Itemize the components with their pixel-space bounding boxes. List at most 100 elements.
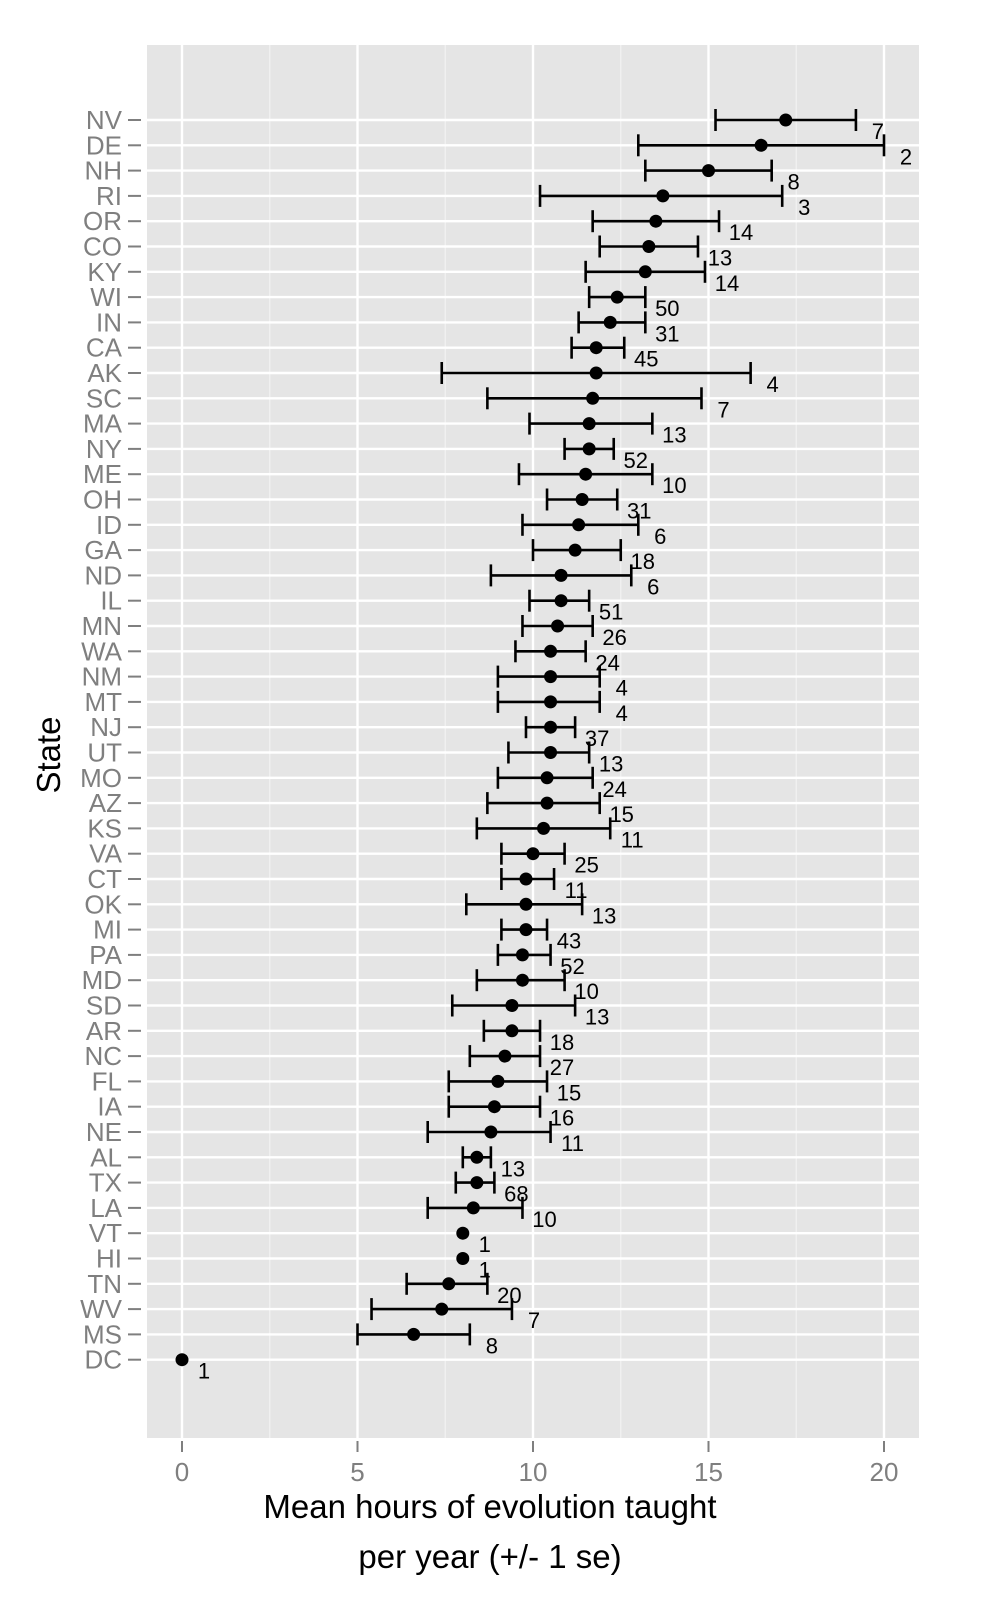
- x-tick-label: 15: [694, 1457, 723, 1487]
- y-tick-label-ca: CA: [86, 333, 123, 363]
- n-label-mi: 43: [557, 929, 581, 954]
- y-tick-label-al: AL: [90, 1142, 122, 1172]
- data-point-nj: [544, 720, 558, 734]
- data-point-nh: [702, 164, 715, 178]
- n-label-ks: 11: [621, 827, 644, 852]
- n-label-id: 6: [654, 524, 666, 549]
- n-label-ms: 8: [486, 1333, 498, 1358]
- y-tick-label-ok: OK: [84, 889, 122, 919]
- n-label-md: 10: [574, 979, 598, 1004]
- y-tick-label-de: DE: [86, 130, 122, 160]
- n-label-nj: 37: [585, 726, 609, 751]
- y-axis-ticks: NVDENHRIORCOKYWIINCAAKSCMANYMEOHIDGANDIL…: [80, 105, 141, 1375]
- y-tick-label-nd: ND: [84, 560, 122, 590]
- y-tick-label-wv: WV: [80, 1294, 123, 1324]
- data-point-ia: [487, 1100, 501, 1114]
- data-point-ar: [505, 1024, 519, 1038]
- data-point-id: [572, 518, 586, 532]
- y-tick-label-mo: MO: [80, 763, 122, 793]
- n-label-ne: 11: [561, 1131, 584, 1156]
- data-point-mt: [544, 695, 558, 709]
- y-tick-label-nj: NJ: [90, 712, 122, 742]
- data-point-nv: [779, 113, 793, 127]
- n-label-va: 25: [574, 853, 598, 878]
- n-label-mo: 24: [602, 777, 626, 802]
- data-point-mo: [540, 771, 554, 785]
- data-point-ri: [656, 189, 670, 203]
- data-point-de: [754, 138, 768, 152]
- n-label-ok: 13: [592, 903, 616, 928]
- y-tick-label-wi: WI: [90, 282, 122, 312]
- n-label-ar: 18: [550, 1030, 574, 1055]
- data-point-sc: [586, 391, 600, 405]
- y-tick-label-la: LA: [90, 1193, 122, 1223]
- data-point-wi: [610, 290, 624, 304]
- data-point-al: [470, 1150, 484, 1164]
- y-tick-label-dc: DC: [84, 1345, 122, 1375]
- y-tick-label-ny: NY: [86, 434, 122, 464]
- data-point-wa: [544, 644, 558, 658]
- n-label-ma: 13: [662, 423, 686, 448]
- y-axis-title: State: [30, 716, 67, 793]
- data-point-ut: [544, 746, 558, 759]
- y-tick-label-vt: VT: [89, 1218, 122, 1248]
- data-point-nm: [544, 670, 558, 684]
- n-label-la: 10: [532, 1207, 556, 1232]
- data-point-tn: [442, 1277, 456, 1291]
- n-label-vt: 1: [479, 1232, 491, 1257]
- data-point-hi: [456, 1252, 470, 1265]
- data-points: [175, 113, 793, 1367]
- data-point-me: [579, 467, 593, 481]
- n-label-or: 14: [729, 220, 753, 245]
- n-label-fl: 15: [557, 1080, 581, 1105]
- data-point-ne: [484, 1125, 498, 1139]
- y-tick-label-me: ME: [83, 459, 122, 489]
- y-tick-label-ky: KY: [87, 257, 122, 287]
- x-tick-label: 5: [350, 1457, 364, 1487]
- y-tick-label-co: CO: [83, 232, 122, 262]
- n-label-sc: 7: [717, 397, 729, 422]
- data-point-mi: [519, 923, 533, 937]
- data-point-la: [466, 1201, 480, 1215]
- y-tick-label-nh: NH: [84, 156, 122, 186]
- x-axis-title-line-2: per year (+/- 1 se): [358, 1538, 621, 1575]
- y-tick-label-mi: MI: [93, 915, 122, 945]
- data-point-dc: [175, 1353, 189, 1367]
- data-point-md: [515, 973, 529, 987]
- y-tick-label-tn: TN: [87, 1269, 122, 1299]
- n-label-pa: 52: [560, 954, 584, 979]
- data-point-fl: [491, 1074, 505, 1088]
- n-label-nd: 6: [647, 574, 659, 599]
- y-tick-label-ak: AK: [87, 358, 122, 388]
- y-tick-label-ks: KS: [87, 813, 122, 843]
- y-tick-label-mt: MT: [84, 687, 122, 717]
- n-label-ky: 14: [715, 271, 739, 296]
- y-tick-label-nc: NC: [84, 1041, 122, 1071]
- n-label-nc: 27: [550, 1055, 574, 1080]
- n-label-ut: 13: [599, 752, 623, 777]
- n-label-me: 10: [662, 473, 686, 498]
- data-point-mn: [551, 619, 565, 633]
- data-point-ma: [582, 417, 596, 431]
- data-point-nc: [498, 1049, 512, 1063]
- n-label-ri: 3: [798, 195, 810, 220]
- y-tick-label-sd: SD: [86, 991, 122, 1021]
- sample-size-labels: 7283141314503145471352103161865126244437…: [198, 119, 912, 1384]
- n-label-dc: 1: [198, 1359, 210, 1384]
- data-point-ny: [582, 442, 596, 456]
- y-tick-label-az: AZ: [89, 788, 122, 818]
- n-label-tx: 68: [504, 1182, 528, 1207]
- data-point-ct: [519, 872, 533, 886]
- y-tick-label-hi: HI: [96, 1244, 122, 1274]
- n-label-nh: 8: [788, 170, 800, 195]
- y-tick-label-nv: NV: [86, 105, 123, 135]
- y-tick-label-id: ID: [96, 510, 122, 540]
- data-point-va: [526, 847, 540, 861]
- n-label-in: 31: [655, 321, 679, 346]
- n-label-ny: 52: [623, 448, 647, 473]
- y-tick-label-mn: MN: [82, 611, 122, 641]
- data-point-in: [603, 315, 617, 329]
- data-point-ks: [537, 821, 551, 835]
- y-tick-label-sc: SC: [86, 383, 122, 413]
- n-label-ga: 18: [631, 549, 655, 574]
